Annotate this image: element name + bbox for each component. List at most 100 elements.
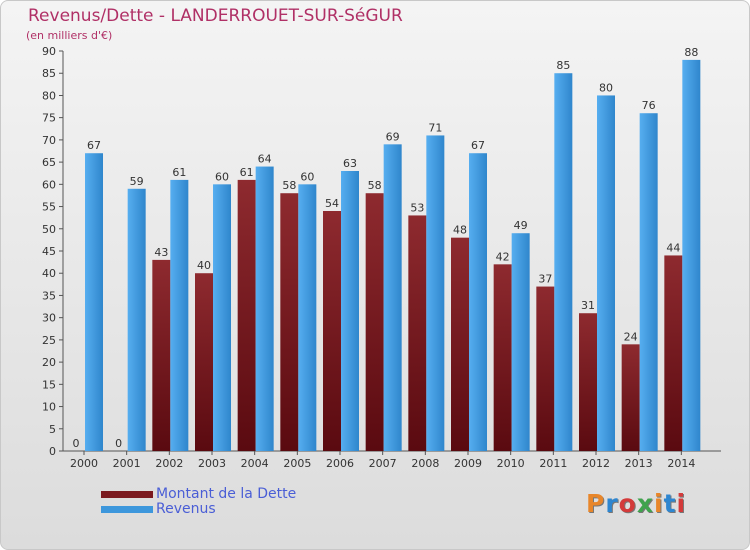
- x-tick-label: 2002: [155, 457, 183, 470]
- x-tick-label: 2004: [241, 457, 269, 470]
- x-tick-label: 2005: [283, 457, 311, 470]
- x-tick-label: 2011: [539, 457, 567, 470]
- bar-revenus: [469, 153, 487, 451]
- bar-chart: 0 5 10 15 20 25 30 35 40 45 50 55 60 65 70 75 80 85 90 2000…: [42, 45, 721, 470]
- y-tick-label: 10: [42, 401, 56, 414]
- x-tick-label: 2009: [454, 457, 482, 470]
- bar-dette: [493, 264, 512, 451]
- data-label-revenus: 69: [386, 130, 400, 143]
- data-label-dette: 58: [282, 179, 296, 192]
- data-label-revenus: 88: [684, 46, 698, 59]
- bar-dette: [365, 193, 384, 451]
- data-label-dette: 37: [538, 273, 552, 286]
- data-label-revenus: 60: [300, 170, 314, 183]
- data-label-revenus: 64: [258, 153, 272, 166]
- bar-revenus: [597, 95, 615, 451]
- y-tick-label: 20: [42, 356, 56, 369]
- x-tick-label: 2001: [113, 457, 141, 470]
- y-tick-label: 85: [42, 67, 56, 80]
- y-tick-label: 15: [42, 378, 56, 391]
- data-label-revenus: 85: [556, 59, 570, 72]
- x-tick-label: 2000: [70, 457, 98, 470]
- legend-label-dette: Montant de la Dette: [156, 486, 297, 502]
- data-label-revenus: 76: [642, 99, 656, 112]
- data-label-dette: 42: [496, 250, 510, 263]
- data-label-revenus: 71: [428, 121, 442, 134]
- data-label-revenus: 59: [130, 175, 144, 188]
- y-tick-label: 0: [49, 445, 56, 458]
- proxiti-logo: Proxiti: [586, 489, 687, 518]
- y-tick-label: 35: [42, 289, 56, 302]
- x-tick-label: 2007: [369, 457, 397, 470]
- bar-revenus: [255, 166, 274, 452]
- y-tick-label: 50: [42, 223, 56, 236]
- x-tick-label: 2008: [411, 457, 439, 470]
- bar-dette: [237, 179, 256, 451]
- data-label-dette: 0: [115, 437, 122, 450]
- data-label-dette: 0: [73, 437, 80, 450]
- data-label-revenus: 63: [343, 157, 357, 170]
- data-label-revenus: 67: [471, 139, 485, 152]
- chart-title: Revenus/Dette - LANDERROUET-SUR-SéGUR: [28, 6, 403, 26]
- y-tick-label: 80: [42, 89, 56, 102]
- bar-dette: [323, 211, 341, 451]
- x-tick-label: 2010: [497, 457, 525, 470]
- legend-label-revenus: Revenus: [156, 501, 216, 517]
- bar-dette: [195, 273, 213, 451]
- y-tick-label: 5: [49, 423, 56, 436]
- bar-revenus: [682, 59, 701, 452]
- bar-revenus: [127, 188, 146, 451]
- x-tick-label: 2003: [198, 457, 226, 470]
- bar-revenus: [213, 184, 231, 452]
- bar-revenus: [426, 135, 445, 451]
- x-tick-label: 2012: [582, 457, 610, 470]
- bar-dette: [579, 313, 597, 451]
- x-tick-label: 2006: [326, 457, 354, 470]
- x-tick-label: 2014: [667, 457, 695, 470]
- y-tick-label: 40: [42, 267, 56, 280]
- data-label-revenus: 49: [514, 219, 528, 232]
- data-label-dette: 31: [581, 299, 595, 312]
- bar-revenus: [341, 171, 359, 451]
- bar-dette: [408, 215, 427, 451]
- legend-swatch-revenus: [101, 506, 153, 513]
- bar-dette: [536, 286, 555, 451]
- y-tick-label: 75: [42, 112, 56, 125]
- y-tick-label: 90: [42, 45, 56, 58]
- legend-swatch-dette: [101, 491, 153, 498]
- bar-revenus: [383, 144, 402, 452]
- bar-dette: [280, 193, 299, 451]
- y-tick-label: 45: [42, 245, 56, 258]
- data-label-dette: 58: [368, 179, 382, 192]
- data-label-dette: 53: [410, 201, 424, 214]
- data-label-dette: 48: [453, 224, 467, 237]
- data-label-dette: 40: [197, 259, 211, 272]
- chart-subtitle: (en milliers d'€): [26, 29, 113, 42]
- bar-revenus: [554, 73, 573, 451]
- bar-revenus: [298, 184, 317, 452]
- bar-revenus: [511, 233, 530, 451]
- data-label-dette: 24: [624, 330, 638, 343]
- y-tick-label: 70: [42, 134, 56, 147]
- y-tick-label: 25: [42, 334, 56, 347]
- x-tick-label: 2013: [625, 457, 653, 470]
- bar-dette: [451, 237, 469, 451]
- bar-revenus: [170, 179, 189, 451]
- y-tick-label: 55: [42, 201, 56, 214]
- data-label-revenus: 60: [215, 170, 229, 183]
- bar-revenus: [639, 113, 658, 451]
- data-label-dette: 43: [154, 246, 168, 259]
- bar-dette: [621, 344, 640, 451]
- data-label-dette: 54: [325, 197, 339, 210]
- bar-revenus: [85, 153, 103, 451]
- y-tick-label: 30: [42, 312, 56, 325]
- data-label-revenus: 67: [87, 139, 101, 152]
- data-label-dette: 61: [240, 166, 254, 179]
- data-label-dette: 44: [666, 241, 680, 254]
- bar-dette: [664, 255, 683, 451]
- bar-dette: [152, 259, 171, 451]
- data-label-revenus: 61: [172, 166, 186, 179]
- y-tick-label: 65: [42, 156, 56, 169]
- y-tick-label: 60: [42, 178, 56, 191]
